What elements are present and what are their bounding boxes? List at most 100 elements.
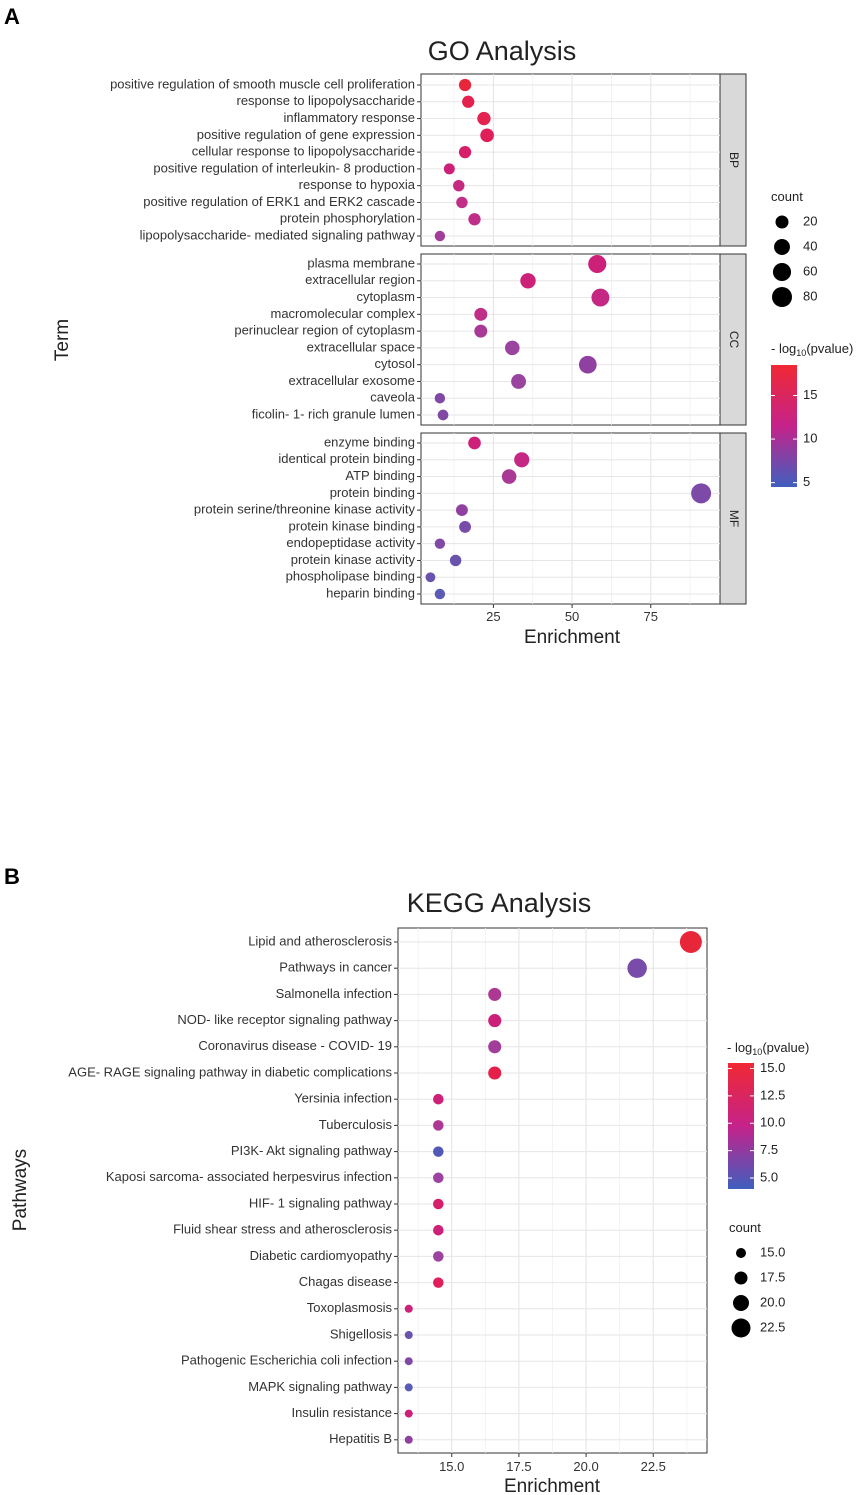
kegg-pathway-label: Tuberculosis [319, 1117, 393, 1132]
go-term-label: protein serine/threonine kinase activity [194, 502, 416, 517]
kegg-point-toxoplasmosis [404, 1304, 413, 1313]
kegg-color-legend-label: 15.0 [760, 1060, 785, 1075]
go-term-label: cytosol [375, 356, 416, 371]
go-title: GO Analysis [428, 36, 577, 66]
go-point-protein-binding [691, 483, 712, 504]
go-chart: GO Analysis Enrichment Term BP CC MF posit… [52, 36, 853, 648]
go-color-legend-ticks: 5 10 15 [771, 387, 817, 489]
kegg-x-tick-label: 22.5 [641, 1459, 666, 1474]
kegg-point-diabetic-cardiomyopathy [433, 1251, 444, 1262]
kegg-size-legend: 15.0 17.5 20.0 22.5 [731, 1244, 785, 1338]
kegg-size-legend-label: 22.5 [760, 1319, 785, 1334]
kegg-pathway-label: Shigellosis [330, 1326, 393, 1341]
go-panel-cc [420, 253, 721, 426]
kegg-size-legend-dot [734, 1271, 748, 1285]
go-point-macromolecular-complex [474, 307, 488, 321]
go-point-cellular-response-to-lipopolysaccharide [458, 145, 472, 159]
go-point-ficolin-1-rich-granule-lumen [437, 409, 449, 421]
go-term-label: response to lipopolysaccharide [237, 93, 416, 108]
kegg-color-legend-label: 12.5 [760, 1087, 785, 1102]
go-color-bar [771, 365, 797, 487]
kegg-pathway-label: HIF- 1 signaling pathway [249, 1195, 393, 1210]
go-term-label: phospholipase binding [286, 569, 415, 584]
go-size-legend-dot [775, 215, 789, 229]
kegg-pathway-label: Pathways in cancer [279, 960, 392, 975]
go-term-label: macromolecular complex [271, 306, 416, 321]
go-x-tick-label: 50 [565, 609, 579, 624]
go-point-response-to-lipopolysaccharide [462, 95, 475, 108]
go-point-protein-kinase-binding [459, 520, 471, 533]
go-size-legend: 20 40 60 80 [772, 213, 817, 307]
go-term-label: response to hypoxia [299, 177, 416, 192]
go-x-tick-label: 25 [486, 609, 500, 624]
kegg-point-hepatitis-b [404, 1435, 413, 1444]
go-strip-mf [719, 432, 747, 605]
kegg-pathway-label: MAPK signaling pathway [248, 1379, 392, 1394]
go-panel-mf [420, 432, 721, 605]
kegg-point-yersinia-infection [433, 1093, 444, 1105]
kegg-pathway-label: Toxoplasmosis [307, 1300, 393, 1315]
go-term-label: extracellular region [305, 272, 415, 287]
kegg-grid [397, 927, 708, 1454]
kegg-point-pi3k-akt-signaling-pathway [433, 1146, 444, 1157]
kegg-pathway-label: Pathogenic Escherichia coli infection [181, 1353, 392, 1368]
go-term-label: heparin binding [326, 585, 415, 600]
panel-b-label: B [4, 864, 20, 889]
kegg-color-legend-label: 7.5 [760, 1142, 778, 1157]
panel-a-label: A [4, 4, 20, 29]
go-point-plasma-membrane [588, 254, 607, 274]
go-term-label: positive regulation of smooth muscle cel… [110, 76, 415, 91]
go-term-labels: positive regulation of smooth muscle cel… [110, 76, 421, 600]
kegg-pathway-label: Coronavirus disease - COVID- 19 [198, 1038, 392, 1053]
kegg-pathway-label: Fluid shear stress and atherosclerosis [173, 1222, 392, 1237]
kegg-point-shigellosis [404, 1331, 413, 1339]
go-term-label: protein kinase activity [291, 552, 416, 567]
kegg-pathway-label: Salmonella infection [276, 986, 392, 1001]
kegg-point-insulin-resistance [404, 1409, 413, 1418]
kegg-pathway-labels: Lipid and atherosclerosis Pathways in can… [68, 933, 398, 1446]
go-color-legend-label: 10 [803, 431, 817, 446]
go-point-positive-regulation-of-interleukin-8-production [443, 163, 455, 175]
kegg-x-tick-label: 15.0 [439, 1459, 464, 1474]
go-size-legend-label: 20 [803, 213, 817, 228]
go-point-phospholipase-binding [425, 572, 436, 583]
kegg-point-salmonella-infection [488, 987, 502, 1001]
go-term-label: cytoplasm [356, 289, 415, 304]
go-term-label: protein phosphorylation [280, 211, 415, 226]
go-term-label: positive regulation of gene expression [197, 127, 415, 142]
kegg-color-legend-label: 10.0 [760, 1115, 785, 1130]
go-point-cytosol [578, 355, 597, 374]
go-size-legend-label: 60 [803, 263, 817, 278]
go-point-atp-binding [501, 469, 517, 484]
kegg-x-tick-label: 20.0 [573, 1459, 598, 1474]
go-term-label: protein kinase binding [289, 518, 415, 533]
kegg-point-coronavirus-disease-covid-19 [488, 1040, 502, 1054]
go-point-protein-serine-threonine-kinase-activity [455, 504, 468, 517]
go-term-label: identical protein binding [278, 451, 415, 466]
go-strip-bp [719, 73, 747, 247]
kegg-point-mapk-signaling-pathway [404, 1383, 413, 1392]
go-size-legend-label: 80 [803, 288, 817, 303]
go-size-legend-dot [772, 262, 792, 282]
go-point-extracellular-exosome [511, 374, 526, 389]
kegg-point-kaposi-sarcoma-associated-herpesvirus-infection [433, 1172, 444, 1184]
go-strip-label-cc: CC [727, 331, 741, 349]
go-point-enzyme-binding [468, 436, 481, 450]
go-point-positive-regulation-of-erk1-and-erk2-cascade [456, 196, 468, 209]
go-point-cytoplasm [591, 288, 610, 307]
go-point-positive-regulation-of-smooth-muscle-cell-proliferation [458, 78, 472, 92]
kegg-size-legend-dot [733, 1295, 749, 1311]
go-term-label: plasma membrane [307, 255, 415, 270]
kegg-color-legend-ticks: 5.0 7.5 10.0 12.5 15.0 [728, 1060, 785, 1184]
go-x-ticks: 25 50 75 [486, 604, 658, 624]
kegg-color-bar [728, 1063, 754, 1189]
go-size-legend-title: count [771, 189, 803, 204]
go-term-label: extracellular exosome [289, 373, 415, 388]
kegg-point-chagas-disease [433, 1277, 444, 1288]
go-color-legend-label: 5 [803, 474, 810, 489]
kegg-pathway-label: Insulin resistance [292, 1405, 392, 1420]
kegg-pathway-label: Chagas disease [299, 1274, 392, 1289]
go-point-positive-regulation-of-gene-expression [480, 128, 494, 143]
go-point-extracellular-region [520, 273, 536, 289]
